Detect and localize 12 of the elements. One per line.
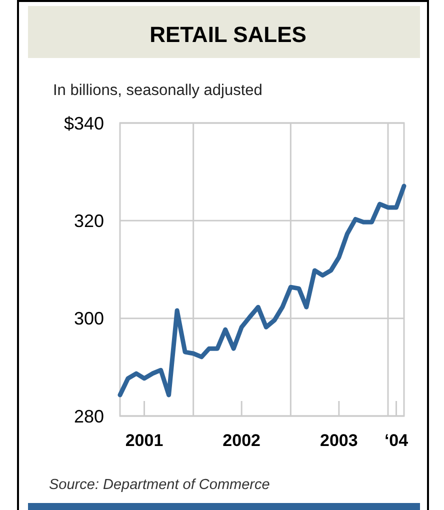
x-tick-label: 2003 [320,431,358,450]
line-series [118,184,406,398]
x-tick-label: 2001 [125,431,164,450]
y-tick-label: 300 [74,308,104,329]
x-tick-label: 2002 [222,431,261,450]
y-tick-label: $340 [64,113,104,134]
y-tick-label: 280 [74,406,104,426]
x-tick-label: ‘04 [384,431,409,450]
source-note: Source: Department of Commerce [49,477,270,493]
y-tick-label: 320 [74,210,104,231]
chart-title: RETAIL SALES [150,22,306,47]
chart-subtitle: In billions, seasonally adjusted [53,82,262,99]
